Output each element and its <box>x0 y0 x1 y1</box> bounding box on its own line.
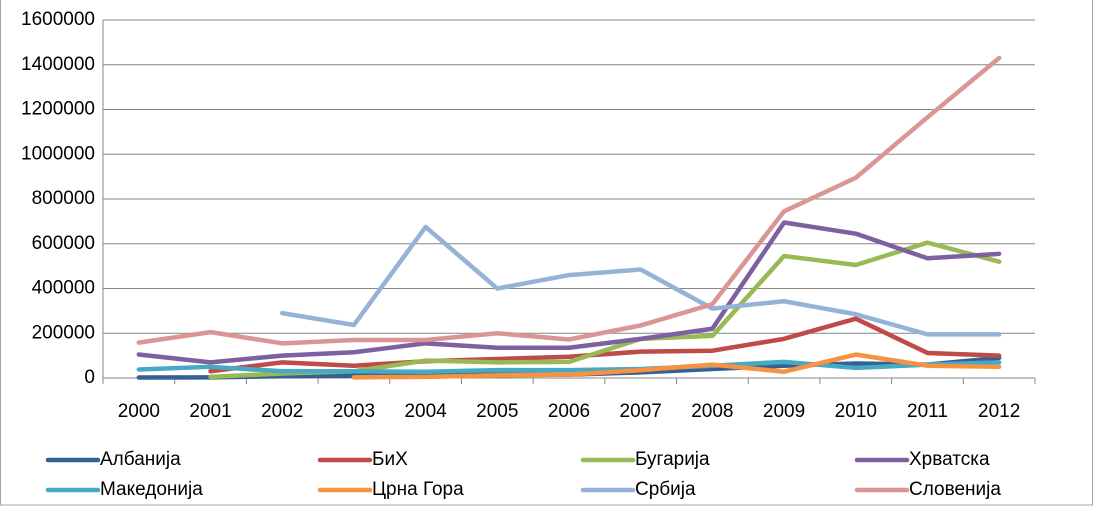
x-tick-label: 2000 <box>118 401 160 422</box>
y-tick-label: 1200000 <box>21 99 95 120</box>
x-tick-label: 2008 <box>691 401 733 422</box>
y-tick-label: 200000 <box>32 322 95 343</box>
x-tick-label: 2012 <box>978 401 1020 422</box>
x-tick-label: 2002 <box>261 401 303 422</box>
x-tick-label: 2011 <box>907 401 948 422</box>
x-tick-label: 2001 <box>189 401 231 422</box>
series-line <box>136 55 1002 346</box>
legend-label: Албанија <box>100 449 181 470</box>
legend-label: Словенија <box>909 479 1001 500</box>
legend-label: БиХ <box>372 449 408 470</box>
x-tick-label: 2005 <box>476 401 518 422</box>
legend-label: Хрватска <box>909 449 990 470</box>
legend-label: Србија <box>635 479 696 500</box>
series-line <box>208 316 1002 374</box>
y-tick-label: 600000 <box>32 233 95 254</box>
series-line <box>136 359 1002 374</box>
x-tick-label: 2007 <box>620 401 662 422</box>
legend-label: Бугарија <box>635 449 710 470</box>
x-tick-label: 2010 <box>835 401 877 422</box>
series-line <box>279 224 1002 337</box>
y-tick-label: 800000 <box>32 188 95 209</box>
y-tick-label: 0 <box>84 367 95 388</box>
series-line <box>351 352 1002 380</box>
legend-label: Црна Гора <box>372 479 464 500</box>
x-tick-label: 2004 <box>404 401 447 422</box>
x-tick-label: 2003 <box>333 401 375 422</box>
y-tick-label: 400000 <box>32 278 95 299</box>
series-line <box>136 220 1002 365</box>
y-tick-label: 1600000 <box>21 9 95 30</box>
x-tick-label: 2009 <box>763 401 805 422</box>
y-tick-label: 1400000 <box>21 54 95 75</box>
legend-label: Македонија <box>100 479 203 500</box>
y-tick-label: 1000000 <box>21 143 95 164</box>
x-tick-label: 2006 <box>548 401 590 422</box>
